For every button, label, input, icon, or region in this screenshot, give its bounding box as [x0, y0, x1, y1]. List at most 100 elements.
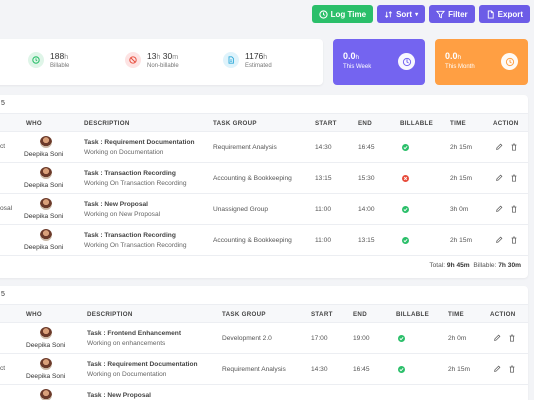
billable-check-icon	[402, 237, 409, 244]
total-value: 9h 45m	[446, 262, 470, 269]
table-header: WHO DESCRIPTION TASK GROUP START END BIL…	[0, 114, 528, 132]
trash-icon[interactable]	[510, 205, 518, 213]
billable-label: Billable	[50, 63, 70, 69]
sort-button[interactable]: Sort ▾	[377, 5, 426, 23]
row-actions	[495, 143, 518, 151]
task-title[interactable]: Task : Transaction Recording	[84, 170, 176, 177]
total-summary: Total: 9h 45m Billable: 7h 30m	[429, 262, 521, 269]
avatar	[40, 327, 52, 339]
non-billable-icon	[125, 52, 141, 68]
section-total: Total: 9h 45m Billable: 7h 30m	[0, 256, 528, 276]
avatar	[40, 229, 52, 241]
duration: 2h 15m	[450, 144, 472, 151]
filter-button[interactable]: Filter	[429, 5, 475, 23]
col-end: END	[358, 120, 372, 127]
table-row[interactable]: osal Deepika Soni Task : New Proposal Wo…	[0, 194, 528, 225]
export-label: Export	[497, 9, 523, 19]
col-time: TIME	[448, 311, 464, 318]
chevron-down-icon: ▾	[415, 11, 419, 18]
task-group: Accounting & Bookkeeping	[213, 175, 292, 182]
task-title[interactable]: Task : New Proposal	[84, 201, 149, 208]
filter-label: Filter	[448, 9, 468, 19]
col-action: ACTION	[493, 120, 519, 127]
table-row[interactable]: ct Deepika Soni Task : Requirement Docum…	[0, 354, 528, 385]
billable-unit: h	[64, 54, 69, 61]
summary-stats-card: 188h Billable 13h 30m Non-billable 1176h…	[0, 39, 323, 85]
trash-icon[interactable]	[510, 174, 518, 182]
duration: 2h 0m	[448, 335, 467, 342]
non-billable-minutes-unit: m	[172, 54, 179, 61]
edit-icon[interactable]	[495, 205, 503, 213]
non-billable-x-icon	[402, 175, 409, 182]
table-row[interactable]: Deepika Soni Task : Transaction Recordin…	[0, 225, 528, 256]
trash-icon[interactable]	[508, 365, 516, 373]
start-time: 11:00	[315, 237, 332, 244]
duration: 3h 0m	[450, 206, 469, 213]
task-title[interactable]: Task : Frontend Enhancement	[87, 330, 182, 337]
document-icon	[223, 52, 239, 68]
end-time: 13:15	[358, 237, 375, 244]
billable-total-value: 7h 30m	[498, 262, 521, 269]
col-time: TIME	[450, 120, 466, 127]
col-task-group: TASK GROUP	[222, 311, 266, 318]
end-time: 15:30	[358, 175, 375, 182]
sort-icon	[385, 10, 393, 18]
col-action: ACTION	[490, 311, 516, 318]
task-title[interactable]: Task : Transaction Recording	[84, 232, 176, 239]
col-end: END	[353, 311, 367, 318]
section-date: 5	[0, 95, 528, 114]
this-month-value: 0.0	[445, 51, 458, 61]
row-actions	[495, 174, 518, 182]
edit-icon[interactable]	[493, 334, 501, 342]
task-title[interactable]: Task : Requirement Documentation	[84, 139, 195, 146]
edit-icon[interactable]	[495, 143, 503, 151]
non-billable-hours: 13	[147, 51, 157, 61]
end-time: 16:45	[353, 366, 370, 373]
edit-icon[interactable]	[493, 365, 501, 373]
log-time-button[interactable]: Log Time	[311, 5, 374, 23]
trash-icon[interactable]	[510, 236, 518, 244]
this-week-value: 0.0	[343, 51, 356, 61]
row-actions	[495, 205, 518, 213]
billable-check-icon	[398, 335, 405, 342]
task-subtitle: Working On Transaction Recording	[84, 180, 187, 187]
billable-check-icon	[402, 144, 409, 151]
billable-stat: 188h Billable	[28, 51, 69, 69]
estimated-unit: h	[263, 54, 268, 61]
table-row[interactable]: Deepika Soni Task : Frontend Enhancement…	[0, 323, 528, 354]
billable-check-icon	[402, 206, 409, 213]
trash-icon[interactable]	[510, 143, 518, 151]
who-name: Deepika Soni	[24, 213, 64, 220]
task-group: Requirement Analysis	[213, 144, 277, 151]
table-row[interactable]: ct Deepika Soni Task : Requirement Docum…	[0, 132, 528, 163]
clock-icon	[501, 53, 518, 70]
table-row[interactable]: Task : New Proposal	[0, 385, 528, 400]
edit-icon[interactable]	[495, 236, 503, 244]
truncated-cell: ct	[0, 143, 6, 150]
estimated-stat: 1176h Estimated	[223, 51, 272, 69]
clock-icon	[319, 9, 328, 19]
edit-icon[interactable]	[495, 174, 503, 182]
task-subtitle: Working on Documentation	[87, 371, 167, 378]
table-row[interactable]: Deepika Soni Task : Transaction Recordin…	[0, 163, 528, 194]
this-month-card: 0.0h This Month	[435, 39, 528, 85]
task-subtitle: Working On Transaction Recording	[84, 242, 187, 249]
truncated-cell: osal	[0, 205, 13, 212]
task-title[interactable]: Task : New Proposal	[87, 392, 152, 399]
col-description: DESCRIPTION	[87, 311, 133, 318]
who-name: Deepika Soni	[26, 373, 66, 380]
trash-icon[interactable]	[508, 334, 516, 342]
section-date: 5	[0, 286, 528, 305]
col-who: WHO	[26, 311, 43, 318]
who-name: Deepika Soni	[24, 151, 64, 158]
day-section-1: 5 WHO DESCRIPTION TASK GROUP START END B…	[0, 95, 528, 278]
export-icon	[487, 9, 494, 19]
end-time: 16:45	[358, 144, 375, 151]
task-group: Development 2.0	[222, 335, 272, 342]
task-subtitle: Working on New Proposal	[84, 211, 161, 218]
task-group: Requirement Analysis	[222, 366, 286, 373]
row-actions	[495, 236, 518, 244]
task-title[interactable]: Task : Requirement Documentation	[87, 361, 198, 368]
col-who: WHO	[26, 120, 43, 127]
export-button[interactable]: Export	[478, 5, 530, 23]
